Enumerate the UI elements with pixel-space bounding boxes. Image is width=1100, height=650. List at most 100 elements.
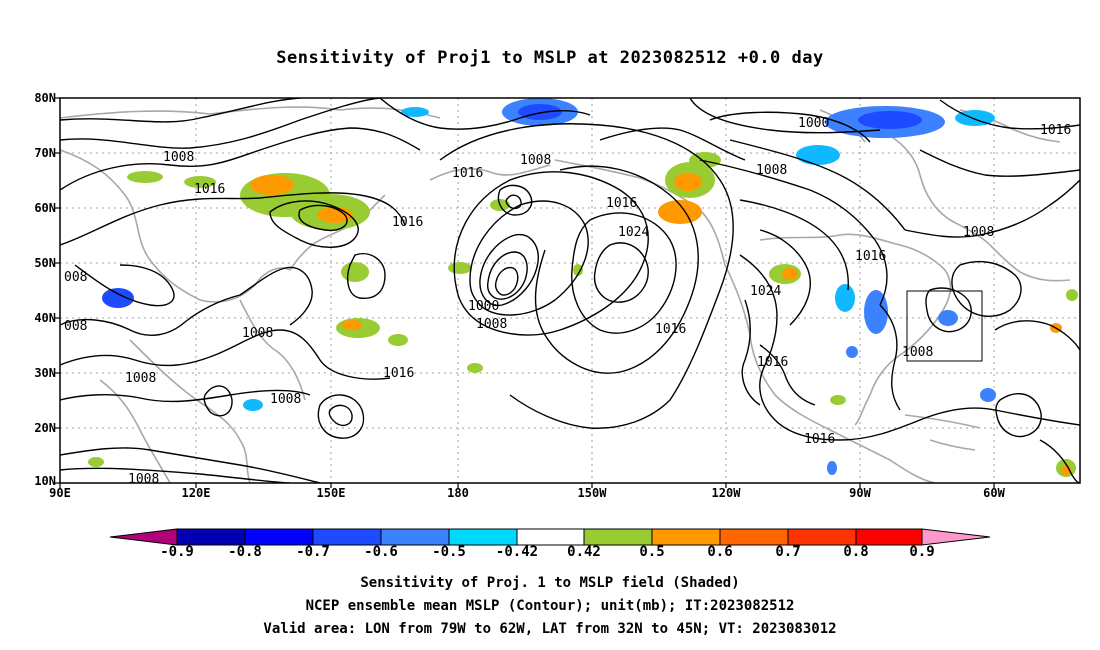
caption-valid-area: Valid area: LON from 79W to 62W, LAT fro…	[263, 621, 837, 637]
contour-label: 1016	[606, 196, 637, 211]
blob-positive	[127, 171, 163, 183]
contour-label: 1016	[1040, 123, 1071, 138]
contour-label: 1016	[194, 182, 225, 197]
blob-positive	[341, 262, 369, 282]
valid-area-box	[906, 290, 983, 362]
colorbar-cell	[176, 528, 246, 546]
contour-label: 1008	[756, 163, 787, 178]
lat-tick-label: 20N	[34, 421, 56, 435]
contour-label: 1008	[125, 371, 156, 386]
contour-label: 1024	[618, 225, 649, 240]
lon-tick-label: 120W	[711, 486, 741, 500]
contour-label: 1000	[468, 299, 499, 314]
contour-label: 1008	[963, 225, 994, 240]
colorbar-label: -0.8	[228, 544, 262, 560]
colorbar-label: 0.7	[775, 544, 801, 560]
colorbar-cell	[516, 528, 585, 546]
contour-label: 1008	[242, 326, 273, 341]
contour-label: 1000	[798, 116, 829, 131]
colorbar-cell	[448, 528, 518, 546]
colorbar-label: -0.42	[495, 544, 539, 560]
contour-label: 1016	[383, 366, 414, 381]
colorbar-label: 0.6	[707, 544, 733, 560]
blob-negative	[835, 284, 855, 312]
contour-label: 1008	[163, 150, 194, 165]
blob-positive	[830, 395, 846, 405]
lon-tick-label: 90W	[849, 486, 871, 500]
colorbar-label: 0.42	[567, 544, 601, 560]
blob-positive	[448, 262, 472, 274]
blob-negative	[864, 290, 888, 334]
map-title: Sensitivity of Proj1 to MSLP at 20230825…	[276, 48, 824, 68]
contour-label: 1016	[757, 355, 788, 370]
contour-label: 1016	[392, 215, 423, 230]
colorbar-label: 0.5	[639, 544, 665, 560]
blob-negative-core	[518, 104, 562, 120]
blob-positive-core	[342, 320, 362, 330]
contour-label: 1016	[452, 166, 483, 181]
blob-positive	[467, 363, 483, 373]
colorbar-label: -0.5	[432, 544, 466, 560]
colorbar-cell	[312, 528, 382, 546]
contour-label: 1008	[520, 153, 551, 168]
lat-tick-label: 60N	[34, 201, 56, 215]
colorbar-label: -0.7	[296, 544, 330, 560]
colorbar-label: 0.9	[909, 544, 935, 560]
colorbar-cell	[244, 528, 314, 546]
blob-negative	[243, 399, 263, 411]
contour-label: 1024	[750, 284, 781, 299]
colorbar-label: 0.8	[843, 544, 869, 560]
lat-tick-label: 40N	[34, 311, 56, 325]
mslp-contours	[60, 98, 1080, 483]
contour-label: 008	[64, 319, 87, 334]
lat-tick-label: 10N	[34, 474, 56, 488]
blob-positive	[573, 264, 583, 276]
blob-positive	[388, 334, 408, 346]
contour-label: 1016	[855, 249, 886, 264]
blob-positive	[1066, 289, 1078, 301]
lon-tick-label: 150E	[316, 486, 346, 500]
lat-tick-label: 70N	[34, 146, 56, 160]
blob-negative-core	[858, 111, 922, 129]
colorbar-cell	[583, 528, 653, 546]
colorbar-cell	[651, 528, 721, 546]
blob-positive	[88, 457, 104, 467]
blob-negative	[938, 310, 958, 326]
lat-tick-label: 50N	[34, 256, 56, 270]
blob-negative	[846, 346, 858, 358]
lon-tick-label: 180	[447, 486, 469, 500]
contour-label: 1008	[476, 317, 507, 332]
colorbar-cell	[855, 528, 923, 546]
blob-positive	[184, 176, 216, 188]
contour-label: 008	[64, 270, 87, 285]
blob-negative	[827, 461, 837, 475]
lat-tick-label: 80N	[34, 91, 56, 105]
lat-tick-label: 30N	[34, 366, 56, 380]
blob-positive-core	[782, 268, 798, 280]
blob-negative	[955, 110, 995, 126]
axis-ticks	[55, 97, 995, 488]
contour-label: 1016	[804, 432, 835, 447]
sensitivity-shading	[88, 98, 1078, 477]
colorbar-label: -0.6	[364, 544, 398, 560]
caption-shaded: Sensitivity of Proj. 1 to MSLP field (Sh…	[360, 575, 740, 591]
lon-tick-label: 60W	[983, 486, 1005, 500]
colorbar-cell	[109, 528, 178, 546]
contour-label: 1008	[270, 392, 301, 407]
blob-positive	[658, 200, 702, 224]
colorbar-cell	[787, 528, 857, 546]
contour-label: 1008	[902, 345, 933, 360]
lon-tick-label: 120E	[181, 486, 211, 500]
blob-negative	[401, 107, 429, 117]
contour-label: 1016	[655, 322, 686, 337]
caption-contour: NCEP ensemble mean MSLP (Contour); unit(…	[305, 598, 795, 614]
blob-positive-core	[674, 173, 702, 191]
contour-labels: 1008 1016 1008 1016 1016 1016 1024 1000 …	[64, 116, 1071, 487]
blob-negative	[102, 288, 134, 308]
blob-negative	[980, 388, 996, 402]
lon-tick-label: 90E	[49, 486, 71, 500]
colorbar	[109, 528, 991, 546]
blob-negative	[796, 145, 840, 165]
colorbar-label: -0.9	[160, 544, 194, 560]
